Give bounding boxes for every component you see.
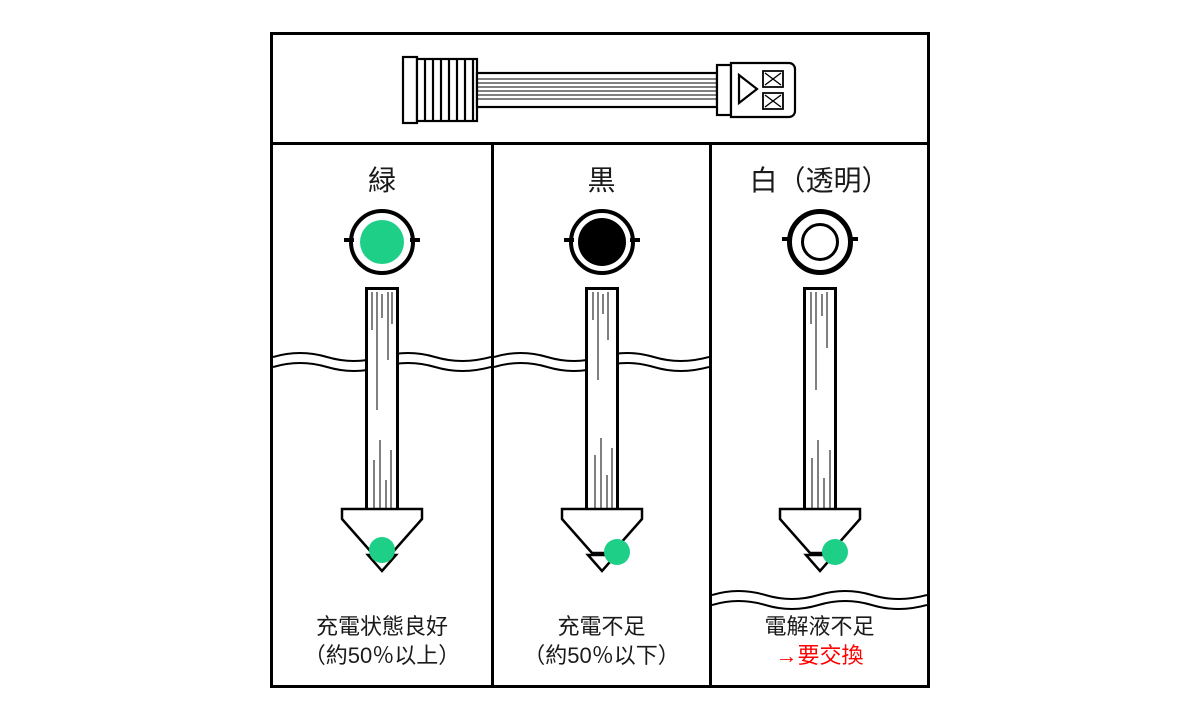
tube-assembly-black	[494, 287, 709, 587]
diagram-frame: 緑	[270, 32, 930, 688]
desc-green-line2: （約50％以上）	[273, 641, 491, 671]
float-ball-green	[369, 537, 395, 563]
label-white: 白（透明）	[712, 145, 927, 199]
tube-assembly-white	[712, 287, 927, 587]
tube-black	[585, 287, 619, 517]
indicator-dot-green	[360, 220, 404, 264]
panel-green: 緑	[273, 145, 491, 685]
liquid-wave-white	[712, 587, 927, 611]
label-black: 黒	[494, 145, 709, 199]
panel-white: 白（透明）	[709, 145, 927, 685]
panels-row: 緑	[273, 145, 927, 685]
indicator-device-side-icon	[273, 35, 927, 145]
indicator-dot-black	[578, 218, 626, 266]
desc-black-line1: 充電不足	[494, 612, 709, 642]
indicator-ring-green	[349, 209, 415, 275]
desc-white-line1: 電解液不足	[712, 612, 927, 642]
float-ball-black	[604, 539, 630, 565]
desc-black: 充電不足 （約50％以下）	[494, 612, 709, 671]
prism-black	[552, 505, 652, 580]
top-device-panel	[273, 35, 927, 145]
label-green: 緑	[273, 145, 491, 199]
float-ball-white	[822, 539, 848, 565]
tube-assembly-green	[273, 287, 491, 587]
desc-black-line2: （約50％以下）	[494, 641, 709, 671]
prism-green	[332, 505, 432, 580]
indicator-dot-white	[801, 223, 839, 261]
panel-black: 黒	[491, 145, 709, 685]
tube-green	[365, 287, 399, 517]
indicator-ring-black	[569, 209, 635, 275]
tube-white	[803, 287, 837, 517]
desc-green: 充電状態良好 （約50％以上）	[273, 612, 491, 671]
indicator-ring-white	[787, 209, 853, 275]
desc-green-line1: 充電状態良好	[273, 612, 491, 642]
desc-white-line3: →要交換	[712, 641, 927, 671]
prism-white	[770, 505, 870, 580]
desc-white: 電解液不足 →要交換	[712, 612, 927, 671]
